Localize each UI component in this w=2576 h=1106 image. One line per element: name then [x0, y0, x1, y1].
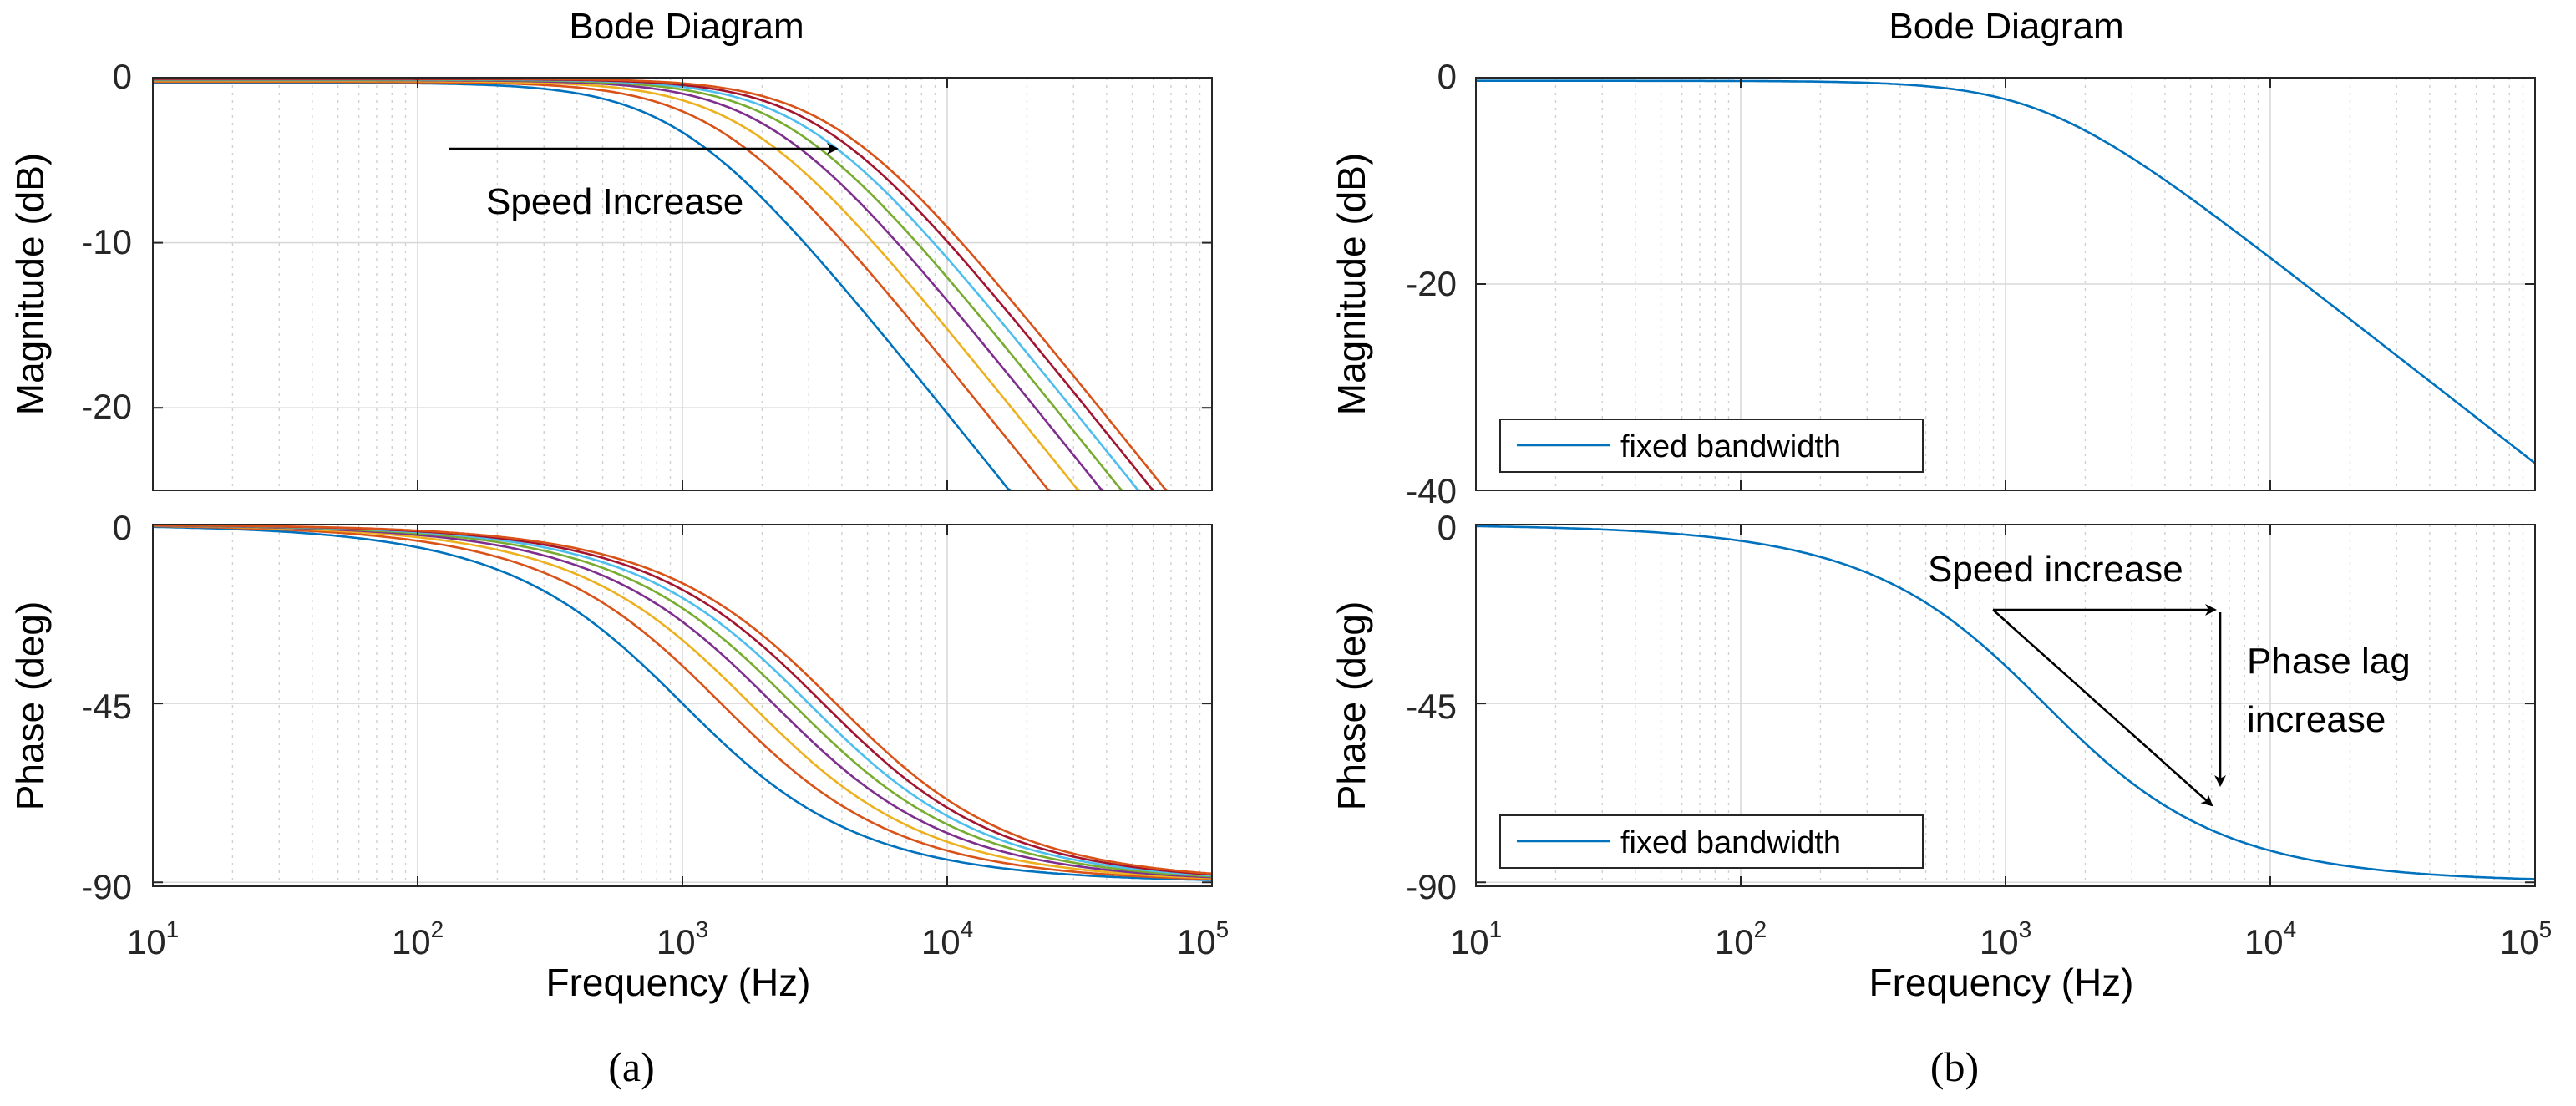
- series-line-curve-1: [152, 525, 1212, 881]
- panel-b-xtick-2: 102: [1715, 916, 1767, 961]
- panel-a-magnitude-axes: 0 -10 -20 Magnitude (dB) Speed Increase: [8, 57, 1213, 492]
- panel-a-phase-ylabel: Phase (deg): [8, 601, 52, 811]
- panel-b-phase-legend-label: fixed bandwidth: [1620, 825, 1841, 860]
- panel-b-phase-ytick-0: 0: [1438, 508, 1457, 547]
- phase-lag-annotation-line2: increase: [2247, 699, 2386, 740]
- panel-b-phase-ylabel: Phase (deg): [1330, 601, 1373, 811]
- panel-a-magnitude-ytick-2: -20: [81, 387, 132, 426]
- panel-a-xlabel: Frequency (Hz): [546, 961, 811, 1004]
- panel-a: Bode Diagram 0 -10 -20 Magnitude (dB) Sp…: [8, 6, 1229, 1090]
- panel-a-xticks: 101 102 103 104 105: [127, 916, 1229, 961]
- panel-b-magnitude-curves: [1476, 79, 2536, 464]
- panel-a-magnitude-ytick-0: 0: [113, 57, 132, 96]
- panel-a-phase-ticks: [152, 524, 1213, 886]
- panel-b-xtick-4: 104: [2244, 916, 2296, 961]
- panel-b-magnitude-ylabel: Magnitude (dB): [1330, 153, 1373, 416]
- series-line-fixed-bandwidth: [1476, 79, 2536, 464]
- panel-a-magnitude-ticks: [152, 77, 1213, 490]
- panel-a-xtick-5: 105: [1177, 916, 1229, 961]
- panel-a-phase-axes: 0 -45 -90 Phase (deg): [8, 508, 1213, 906]
- panel-b-xtick-3: 103: [1980, 916, 2031, 961]
- panel-a-caption: (a): [608, 1043, 655, 1090]
- panel-a-magnitude-ylabel: Magnitude (dB): [8, 153, 52, 416]
- panel-a-xtick-2: 102: [392, 916, 444, 961]
- panel-b-xticks: 101 102 103 104 105: [1450, 916, 2552, 961]
- panel-b-xlabel: Frequency (Hz): [1869, 961, 2134, 1004]
- speed-increase-annotation-b: Speed increase: [1928, 549, 2183, 590]
- panel-b-xtick-1: 101: [1450, 916, 1502, 961]
- panel-a-title: Bode Diagram: [569, 6, 804, 47]
- panel-b-magnitude-ytick-0: 0: [1438, 57, 1457, 96]
- panel-a-xtick-3: 103: [657, 916, 708, 961]
- series-line-curve-5: [153, 79, 1123, 491]
- panel-a-phase-grid: [152, 524, 1213, 886]
- panel-b-phase-ytick-2: -90: [1406, 867, 1457, 906]
- panel-a-xtick-1: 101: [127, 916, 179, 961]
- panel-b-magnitude-axes: 0 -20 -40 Magnitude (dB) fixed bandwidth: [1330, 57, 2536, 510]
- series-line-curve-7: [153, 78, 1155, 491]
- panel-b-phase-legend: fixed bandwidth: [1499, 814, 1924, 869]
- series-line-curve-2: [153, 80, 1052, 492]
- speed-phase-diagonal-arrow-b: [1992, 609, 2213, 807]
- series-line-curve-8: [153, 77, 1168, 492]
- panel-b-magnitude-legend-label: fixed bandwidth: [1620, 429, 1841, 464]
- series-line-fixed-bandwidth: [1475, 525, 2536, 880]
- panel-b: Bode Diagram 0 -20 -40 Magnitude (dB) fi…: [1330, 6, 2552, 1090]
- panel-b-phase-curves: [1475, 525, 2536, 880]
- series-line-curve-3: [153, 79, 1081, 492]
- panel-b-magnitude-ytick-2: -40: [1406, 471, 1457, 510]
- panel-a-magnitude-ytick-1: -10: [81, 222, 132, 261]
- panel-a-phase-ytick-1: -45: [81, 687, 132, 726]
- panel-a-xtick-4: 104: [921, 916, 973, 961]
- phase-lag-annotation-line1: Phase lag: [2247, 641, 2411, 682]
- panel-b-caption: (b): [1930, 1043, 1979, 1090]
- panel-b-phase-axes: 0 -45 -90 Phase (deg) fixed bandwidth Sp…: [1330, 508, 2536, 906]
- speed-increase-annotation: Speed Increase: [486, 181, 743, 222]
- series-line-curve-2: [152, 525, 1213, 880]
- panel-b-magnitude-ytick-1: -20: [1406, 264, 1457, 303]
- panel-b-title: Bode Diagram: [1889, 6, 2123, 47]
- panel-a-magnitude-curves: [153, 77, 1168, 492]
- panel-b-xtick-5: 105: [2500, 916, 2552, 961]
- panel-a-phase-ytick-2: -90: [81, 867, 132, 906]
- panel-b-phase-ticks: [1475, 524, 2536, 886]
- panel-a-phase-ytick-0: 0: [113, 508, 132, 547]
- panel-b-magnitude-ticks: [1475, 77, 2536, 491]
- panel-a-phase-curves: [152, 524, 1213, 881]
- series-line-curve-8: [153, 524, 1213, 875]
- panel-b-phase-ytick-1: -45: [1406, 687, 1457, 726]
- series-line-curve-6: [153, 78, 1141, 492]
- panel-b-magnitude-legend: fixed bandwidth: [1499, 419, 1924, 473]
